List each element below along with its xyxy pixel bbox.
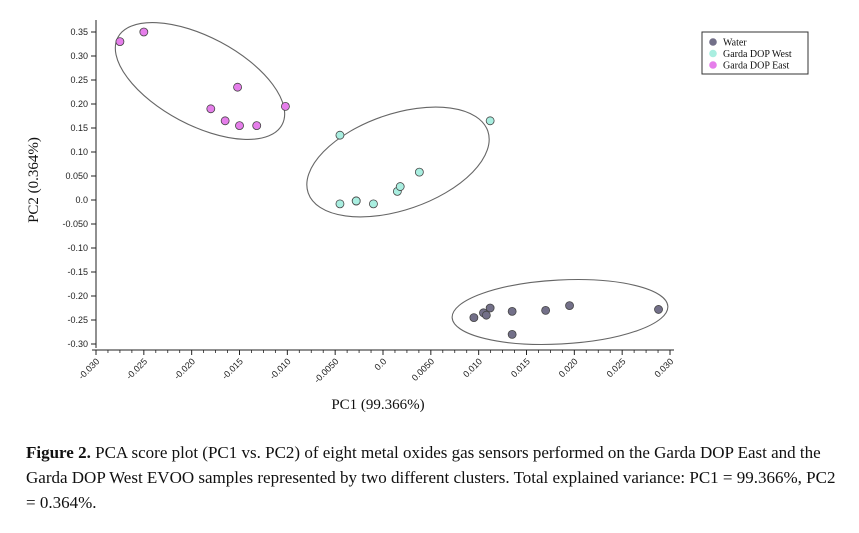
- x-tick-label: 0.0: [372, 356, 388, 372]
- x-tick-label: -0.020: [172, 356, 197, 381]
- y-tick-label: 0.30: [70, 51, 88, 61]
- point-garda-dop-west: [351, 196, 361, 206]
- point-garda-dop-east: [220, 116, 230, 126]
- point-garda-dop-west: [485, 116, 495, 126]
- legend-label: Garda DOP East: [723, 61, 790, 72]
- x-axis: -0.030 -0.025 -0.020 -0.015 -0.010 -0.0050 0.0…: [76, 349, 675, 385]
- y-tick-label: -0.050: [62, 219, 88, 229]
- y-tick-label: 0.050: [65, 171, 88, 181]
- legend-label: Garda DOP West: [723, 49, 792, 60]
- x-tick-label: 0.020: [557, 356, 580, 379]
- point-garda-dop-west: [369, 199, 378, 209]
- y-axis-title: PC2 (0.364%): [26, 137, 42, 223]
- point-garda-dop-west: [395, 182, 405, 191]
- point-garda-dop-west: [335, 199, 345, 209]
- legend-marker: [709, 49, 717, 58]
- point-water: [565, 301, 574, 311]
- y-axis: 0.35 0.30 0.25 0.20 0.15 0.10 0.050 0.0 -0.050 -0…: [62, 20, 97, 349]
- point-garda-dop-west: [335, 130, 345, 140]
- y-tick-label: 0.15: [70, 123, 88, 133]
- cluster-ellipse-west: [306, 106, 490, 218]
- figure-caption: Figure 2. PCA score plot (PC1 vs. PC2) o…: [26, 440, 838, 515]
- legend-marker: [709, 61, 717, 69]
- point-garda-dop-east: [235, 121, 244, 130]
- legend-label: Water: [723, 38, 747, 49]
- y-tick-label: 0.35: [70, 27, 88, 37]
- y-tick-label: 0.25: [70, 75, 88, 85]
- pca-score-plot: 0.35 0.30 0.25 0.20 0.15 0.10 0.050 0.0 -0.050 -0…: [26, 20, 809, 413]
- y-tick-label: 0.20: [70, 99, 88, 109]
- x-tick-label: -0.0050: [312, 356, 341, 385]
- legend-marker: [709, 38, 717, 46]
- legend-box: [701, 31, 809, 75]
- point-garda-dop-east: [252, 121, 262, 130]
- x-tick-label: -0.010: [268, 356, 293, 381]
- point-water: [469, 313, 479, 323]
- point-water: [481, 310, 491, 320]
- y-tick-label: -0.30: [67, 339, 88, 349]
- x-tick-label: 0.025: [605, 356, 628, 379]
- cluster-ellipse-water: [451, 278, 669, 346]
- x-tick-label: 0.0050: [410, 356, 437, 383]
- x-tick-label: -0.025: [124, 356, 149, 381]
- point-garda-dop-east: [115, 37, 125, 46]
- point-garda-dop-east: [206, 104, 216, 114]
- y-tick-label: 0.10: [70, 147, 88, 157]
- y-tick-label: -0.25: [67, 315, 88, 325]
- cluster-ellipse-east: [114, 22, 286, 140]
- point-water: [541, 305, 551, 315]
- caption-text: PCA score plot (PC1 vs. PC2) of eight me…: [26, 443, 836, 512]
- x-tick-label: 0.015: [509, 356, 532, 379]
- y-tick-label: -0.15: [67, 267, 88, 277]
- x-tick-label: -0.015: [220, 356, 245, 381]
- point-garda-dop-east: [233, 82, 242, 92]
- y-tick-label: 0.0: [75, 195, 88, 205]
- point-garda-dop-east: [139, 27, 149, 37]
- y-tick-label: -0.20: [67, 291, 88, 301]
- x-tick-label: -0.030: [76, 356, 101, 381]
- point-water: [485, 303, 495, 313]
- point-water: [507, 329, 517, 339]
- x-tick-label: 0.030: [652, 356, 675, 379]
- point-water: [507, 306, 517, 316]
- x-tick-label: 0.010: [461, 356, 484, 379]
- point-water: [654, 305, 663, 314]
- cluster-ellipses: [114, 22, 669, 346]
- point-garda-dop-west: [414, 167, 424, 177]
- data-points: [115, 27, 663, 339]
- point-garda-dop-east: [281, 102, 290, 111]
- y-tick-label: -0.10: [67, 243, 88, 253]
- caption-label: Figure 2.: [26, 443, 91, 462]
- x-axis-title: PC1 (99.366%): [331, 397, 424, 413]
